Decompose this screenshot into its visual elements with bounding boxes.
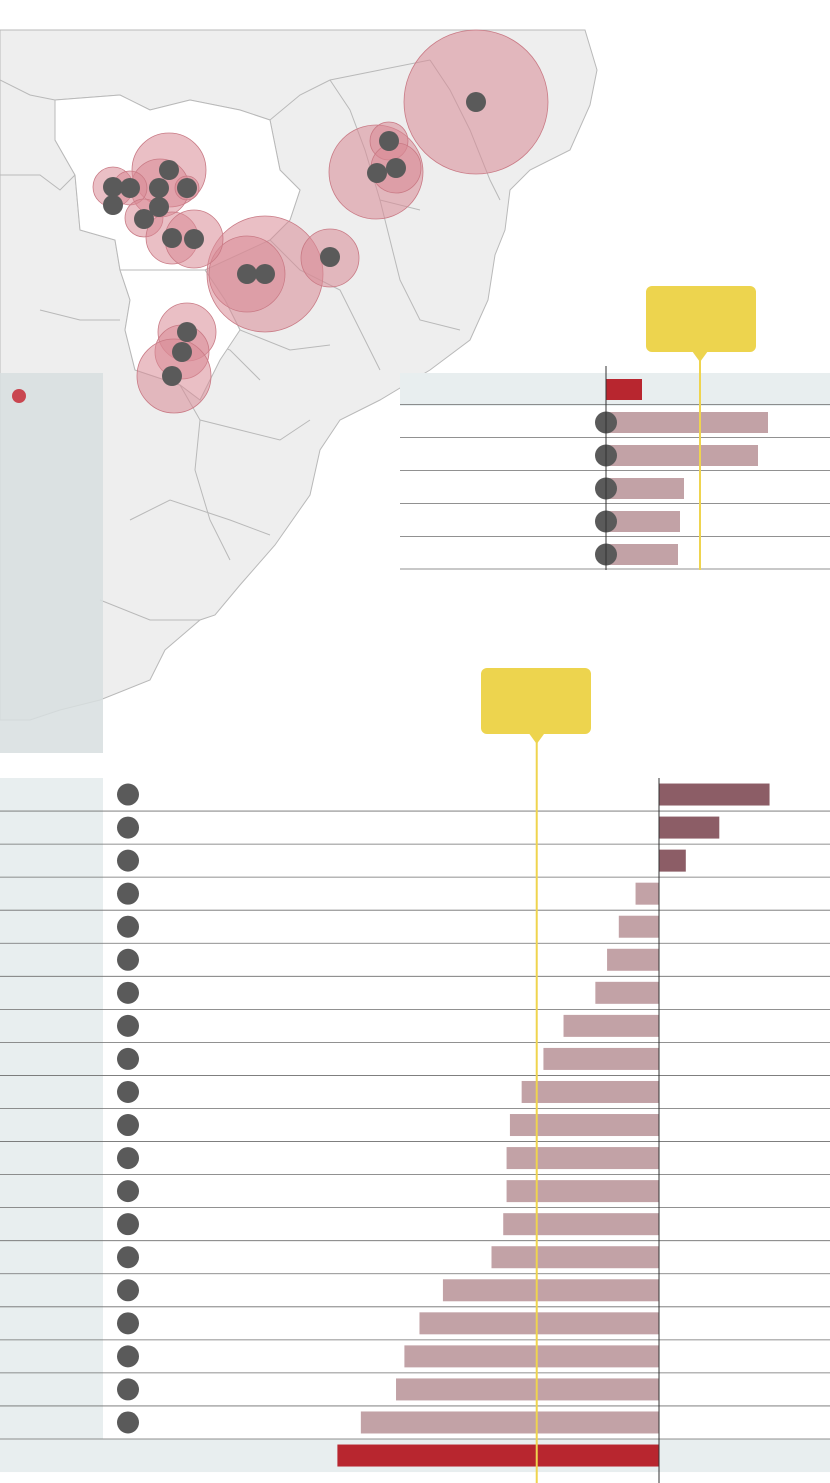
bar [635, 882, 659, 905]
map-dot [120, 178, 140, 198]
row-dot [117, 1378, 139, 1401]
map [0, 29, 600, 753]
map-dot [237, 264, 257, 284]
map-dot [255, 264, 275, 284]
inset-panel [0, 373, 103, 753]
map-dot [159, 160, 179, 180]
row-dot [117, 1114, 139, 1137]
row-dot [117, 915, 139, 938]
bar [543, 1047, 659, 1070]
bar [659, 849, 686, 872]
row-dot [117, 1279, 139, 1302]
bar [606, 445, 758, 466]
map-dot [162, 228, 182, 248]
bar [606, 379, 642, 400]
map-dot [379, 131, 399, 151]
row-dot [117, 948, 139, 971]
bar [595, 981, 659, 1004]
map-dot [177, 322, 197, 342]
bar [659, 783, 770, 806]
map-dot [367, 163, 387, 183]
chart-top [400, 286, 830, 570]
map-dot [320, 247, 340, 267]
callout-box [481, 668, 591, 734]
row-dot [117, 816, 139, 839]
chart-bottom [0, 668, 830, 1483]
bar [337, 1444, 659, 1467]
row-dot [117, 882, 139, 905]
row-dot [117, 1147, 139, 1170]
bar [606, 511, 680, 532]
map-dot [386, 158, 406, 178]
row-dot [117, 849, 139, 872]
bar [506, 1147, 659, 1170]
map-dot [184, 229, 204, 249]
callout-pointer [528, 733, 545, 744]
bar [360, 1411, 659, 1434]
bar [506, 1180, 659, 1203]
row-dot [117, 1014, 139, 1037]
bar [606, 412, 768, 433]
bar [521, 1080, 659, 1103]
row-dot [117, 1345, 139, 1368]
map-dot [134, 209, 154, 229]
bar [606, 478, 684, 499]
row-dot [117, 1411, 139, 1434]
row-dot [117, 1312, 139, 1335]
map-dot [149, 178, 169, 198]
callout-pointer [692, 351, 708, 362]
bar [442, 1279, 659, 1302]
bar [503, 1213, 659, 1236]
bar [607, 948, 659, 971]
bar [618, 915, 659, 938]
row-dot [117, 1080, 139, 1103]
bar [404, 1345, 659, 1368]
map-dots [103, 92, 486, 386]
row-dot [117, 1246, 139, 1269]
row-dot [117, 1047, 139, 1070]
bar [419, 1312, 659, 1335]
map-dot [162, 366, 182, 386]
bar [563, 1014, 659, 1037]
map-dot [103, 195, 123, 215]
map-dot [466, 92, 486, 112]
bar [659, 816, 720, 839]
row-dot [117, 981, 139, 1004]
callout-box [646, 286, 756, 352]
bar [509, 1114, 659, 1137]
red-dot-marker [12, 389, 26, 403]
bar [396, 1378, 659, 1401]
row-dot [117, 1180, 139, 1203]
bar [491, 1246, 659, 1269]
row-dot [117, 783, 139, 806]
row-dot [117, 1213, 139, 1236]
map-dot [103, 177, 123, 197]
map-dot [177, 178, 197, 198]
bar [606, 544, 678, 565]
map-dot [149, 197, 169, 217]
map-dot [172, 342, 192, 362]
